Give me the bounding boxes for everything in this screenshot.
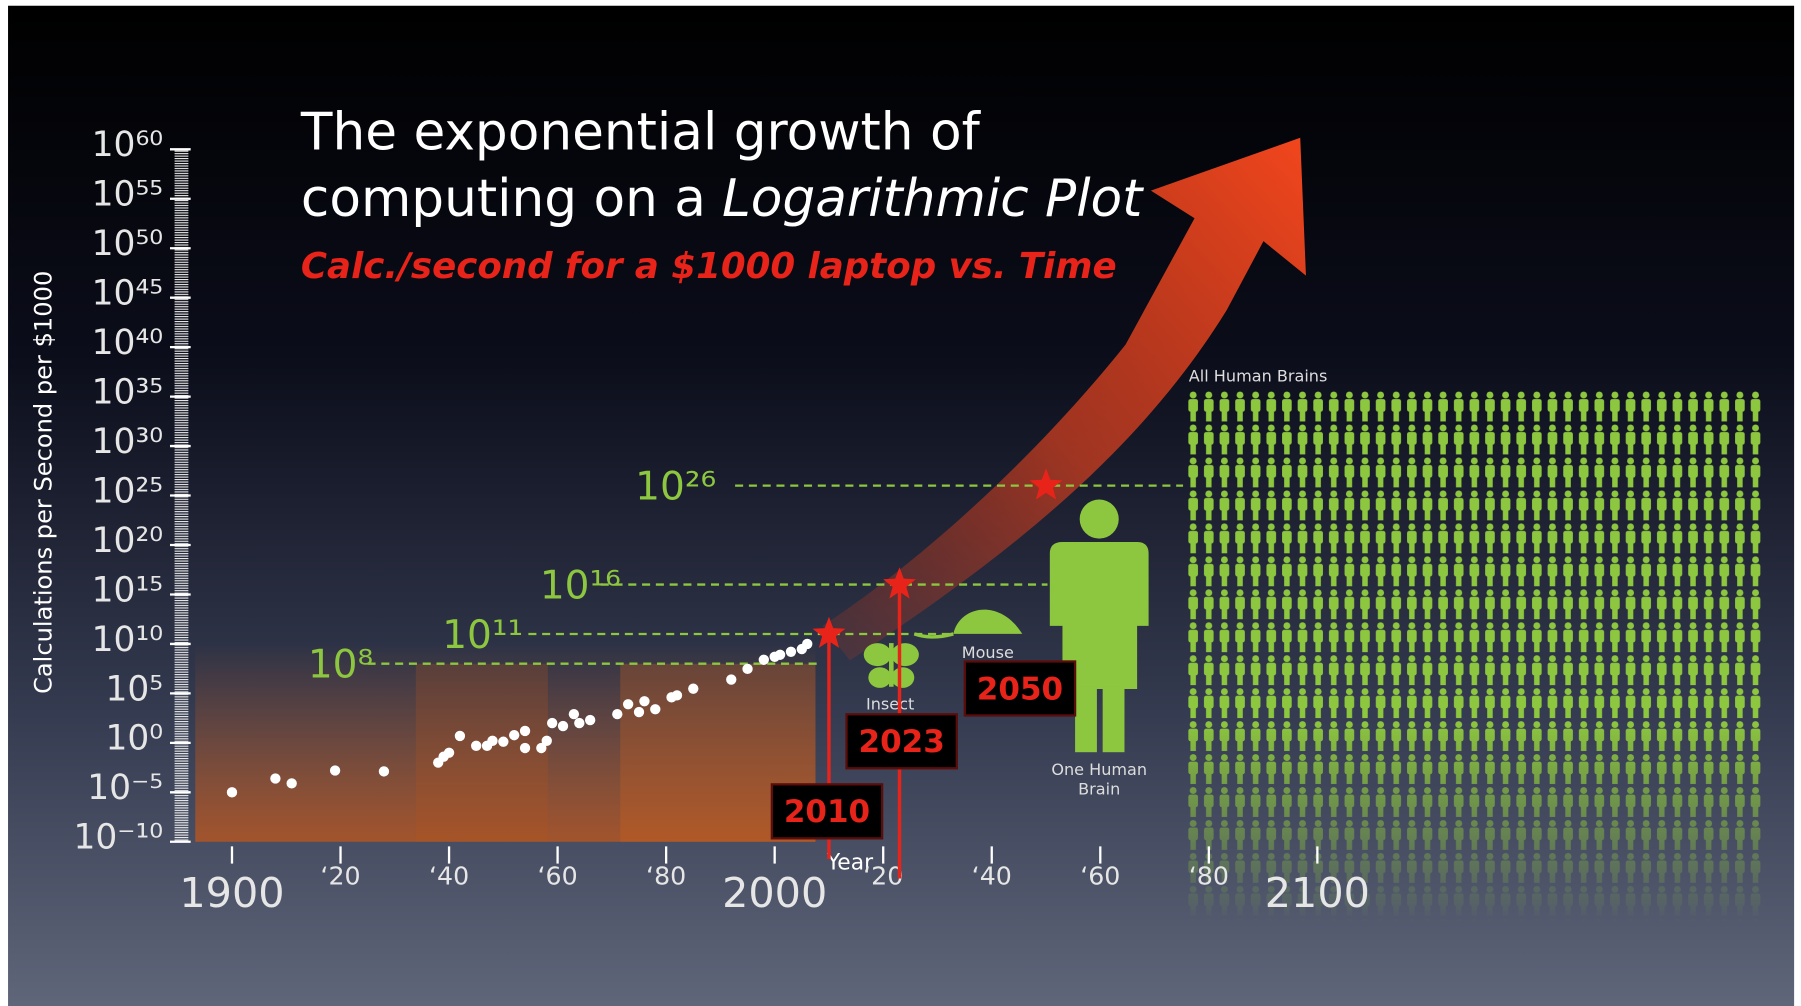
title-text: computing on a — [301, 169, 706, 229]
y-axis-label: Calculations per Second per $1000 — [30, 271, 58, 694]
data-point — [726, 674, 736, 684]
subtitle: Calc./second for a $1000 laptop vs. Time — [301, 246, 1117, 287]
data-point — [547, 718, 557, 728]
data-point — [742, 664, 752, 674]
data-point — [270, 773, 280, 783]
data-point — [542, 736, 552, 746]
reference-label: 10¹¹ — [442, 613, 523, 658]
milestone-label: 2010 — [784, 794, 870, 830]
data-point — [558, 721, 568, 731]
data-point — [802, 639, 812, 649]
y-tick-label: 10²⁵ — [92, 471, 163, 511]
y-tick-label: 10⁴⁵ — [92, 274, 163, 314]
y-tick-label: 10⁻¹⁰ — [73, 818, 163, 858]
human-label: Brain — [1078, 780, 1120, 799]
data-point — [612, 709, 622, 719]
data-point — [487, 736, 497, 746]
x-tick-label: ‘40 — [429, 861, 469, 890]
chart: The exponential growth of computing on a… — [0, 0, 1801, 1006]
page: The exponential growth of computing on a… — [0, 0, 1801, 1006]
y-tick-label: 10⁻⁵ — [87, 768, 163, 808]
x-tick-label: 1900 — [179, 869, 284, 917]
data-point — [498, 737, 508, 747]
data-point — [775, 650, 785, 660]
y-tick-label: 10³⁵ — [92, 373, 163, 413]
data-point — [569, 709, 579, 719]
x-tick-label: 2000 — [722, 869, 827, 917]
y-tick-label: 10⁶⁰ — [92, 125, 163, 165]
human-label: One Human — [1051, 760, 1147, 779]
y-tick-label: 10¹⁰ — [92, 620, 163, 660]
reference-label: 10⁸ — [308, 642, 373, 687]
y-tick-label: 10⁴⁰ — [92, 323, 163, 363]
title-line: The exponential growth of — [300, 102, 982, 162]
data-point — [287, 778, 297, 788]
data-point — [639, 696, 649, 706]
data-point — [379, 766, 389, 776]
all-humans-grid — [1185, 390, 1764, 924]
insect-label: Insect — [866, 695, 914, 714]
reference-label: 10¹⁶ — [540, 563, 621, 608]
data-point — [650, 704, 660, 714]
milestone-label: 2050 — [977, 671, 1063, 707]
y-tick-label: 10²⁰ — [92, 521, 163, 561]
data-point — [330, 765, 340, 775]
data-point — [509, 730, 519, 740]
data-point — [455, 731, 465, 741]
data-point — [634, 707, 644, 717]
data-point — [672, 690, 682, 700]
x-tick-label: ‘40 — [972, 861, 1012, 890]
y-tick-label: 10⁰ — [105, 719, 163, 759]
data-point — [520, 743, 530, 753]
data-point — [585, 715, 595, 725]
x-tick-label: ‘80 — [1189, 861, 1229, 890]
x-tick-label: ‘80 — [646, 861, 686, 890]
all-humans-label: All Human Brains — [1189, 366, 1328, 385]
y-tick-label: 10⁵⁵ — [92, 175, 163, 215]
data-point — [574, 718, 584, 728]
x-tick-label: ‘60 — [1080, 861, 1120, 890]
title-emphasis: Logarithmic Plot — [722, 169, 1144, 229]
title-line: computing on a Logarithmic Plot — [301, 169, 1144, 229]
y-tick-label: 10⁵ — [105, 669, 163, 709]
y-tick-label: 10⁵⁰ — [92, 224, 163, 264]
y-tick-label: 10¹⁵ — [92, 570, 163, 610]
x-tick-label: ‘20 — [863, 861, 903, 890]
mouse-label: Mouse — [962, 643, 1014, 662]
era-band — [416, 664, 548, 842]
data-point — [471, 741, 481, 751]
data-point — [688, 683, 698, 693]
data-point — [444, 748, 454, 758]
x-tick-label: 2100 — [1265, 869, 1370, 917]
x-tick-label: ‘20 — [320, 861, 360, 890]
data-point — [786, 647, 796, 657]
data-point — [759, 655, 769, 665]
data-point — [623, 699, 633, 709]
reference-label: 10²⁶ — [635, 464, 716, 509]
data-point — [520, 726, 530, 736]
x-tick-label: ‘60 — [538, 861, 578, 890]
slide: The exponential growth of computing on a… — [8, 6, 1794, 1006]
milestone-label: 2023 — [859, 724, 945, 760]
data-point — [227, 787, 237, 797]
y-tick-label: 10³⁰ — [92, 422, 163, 462]
